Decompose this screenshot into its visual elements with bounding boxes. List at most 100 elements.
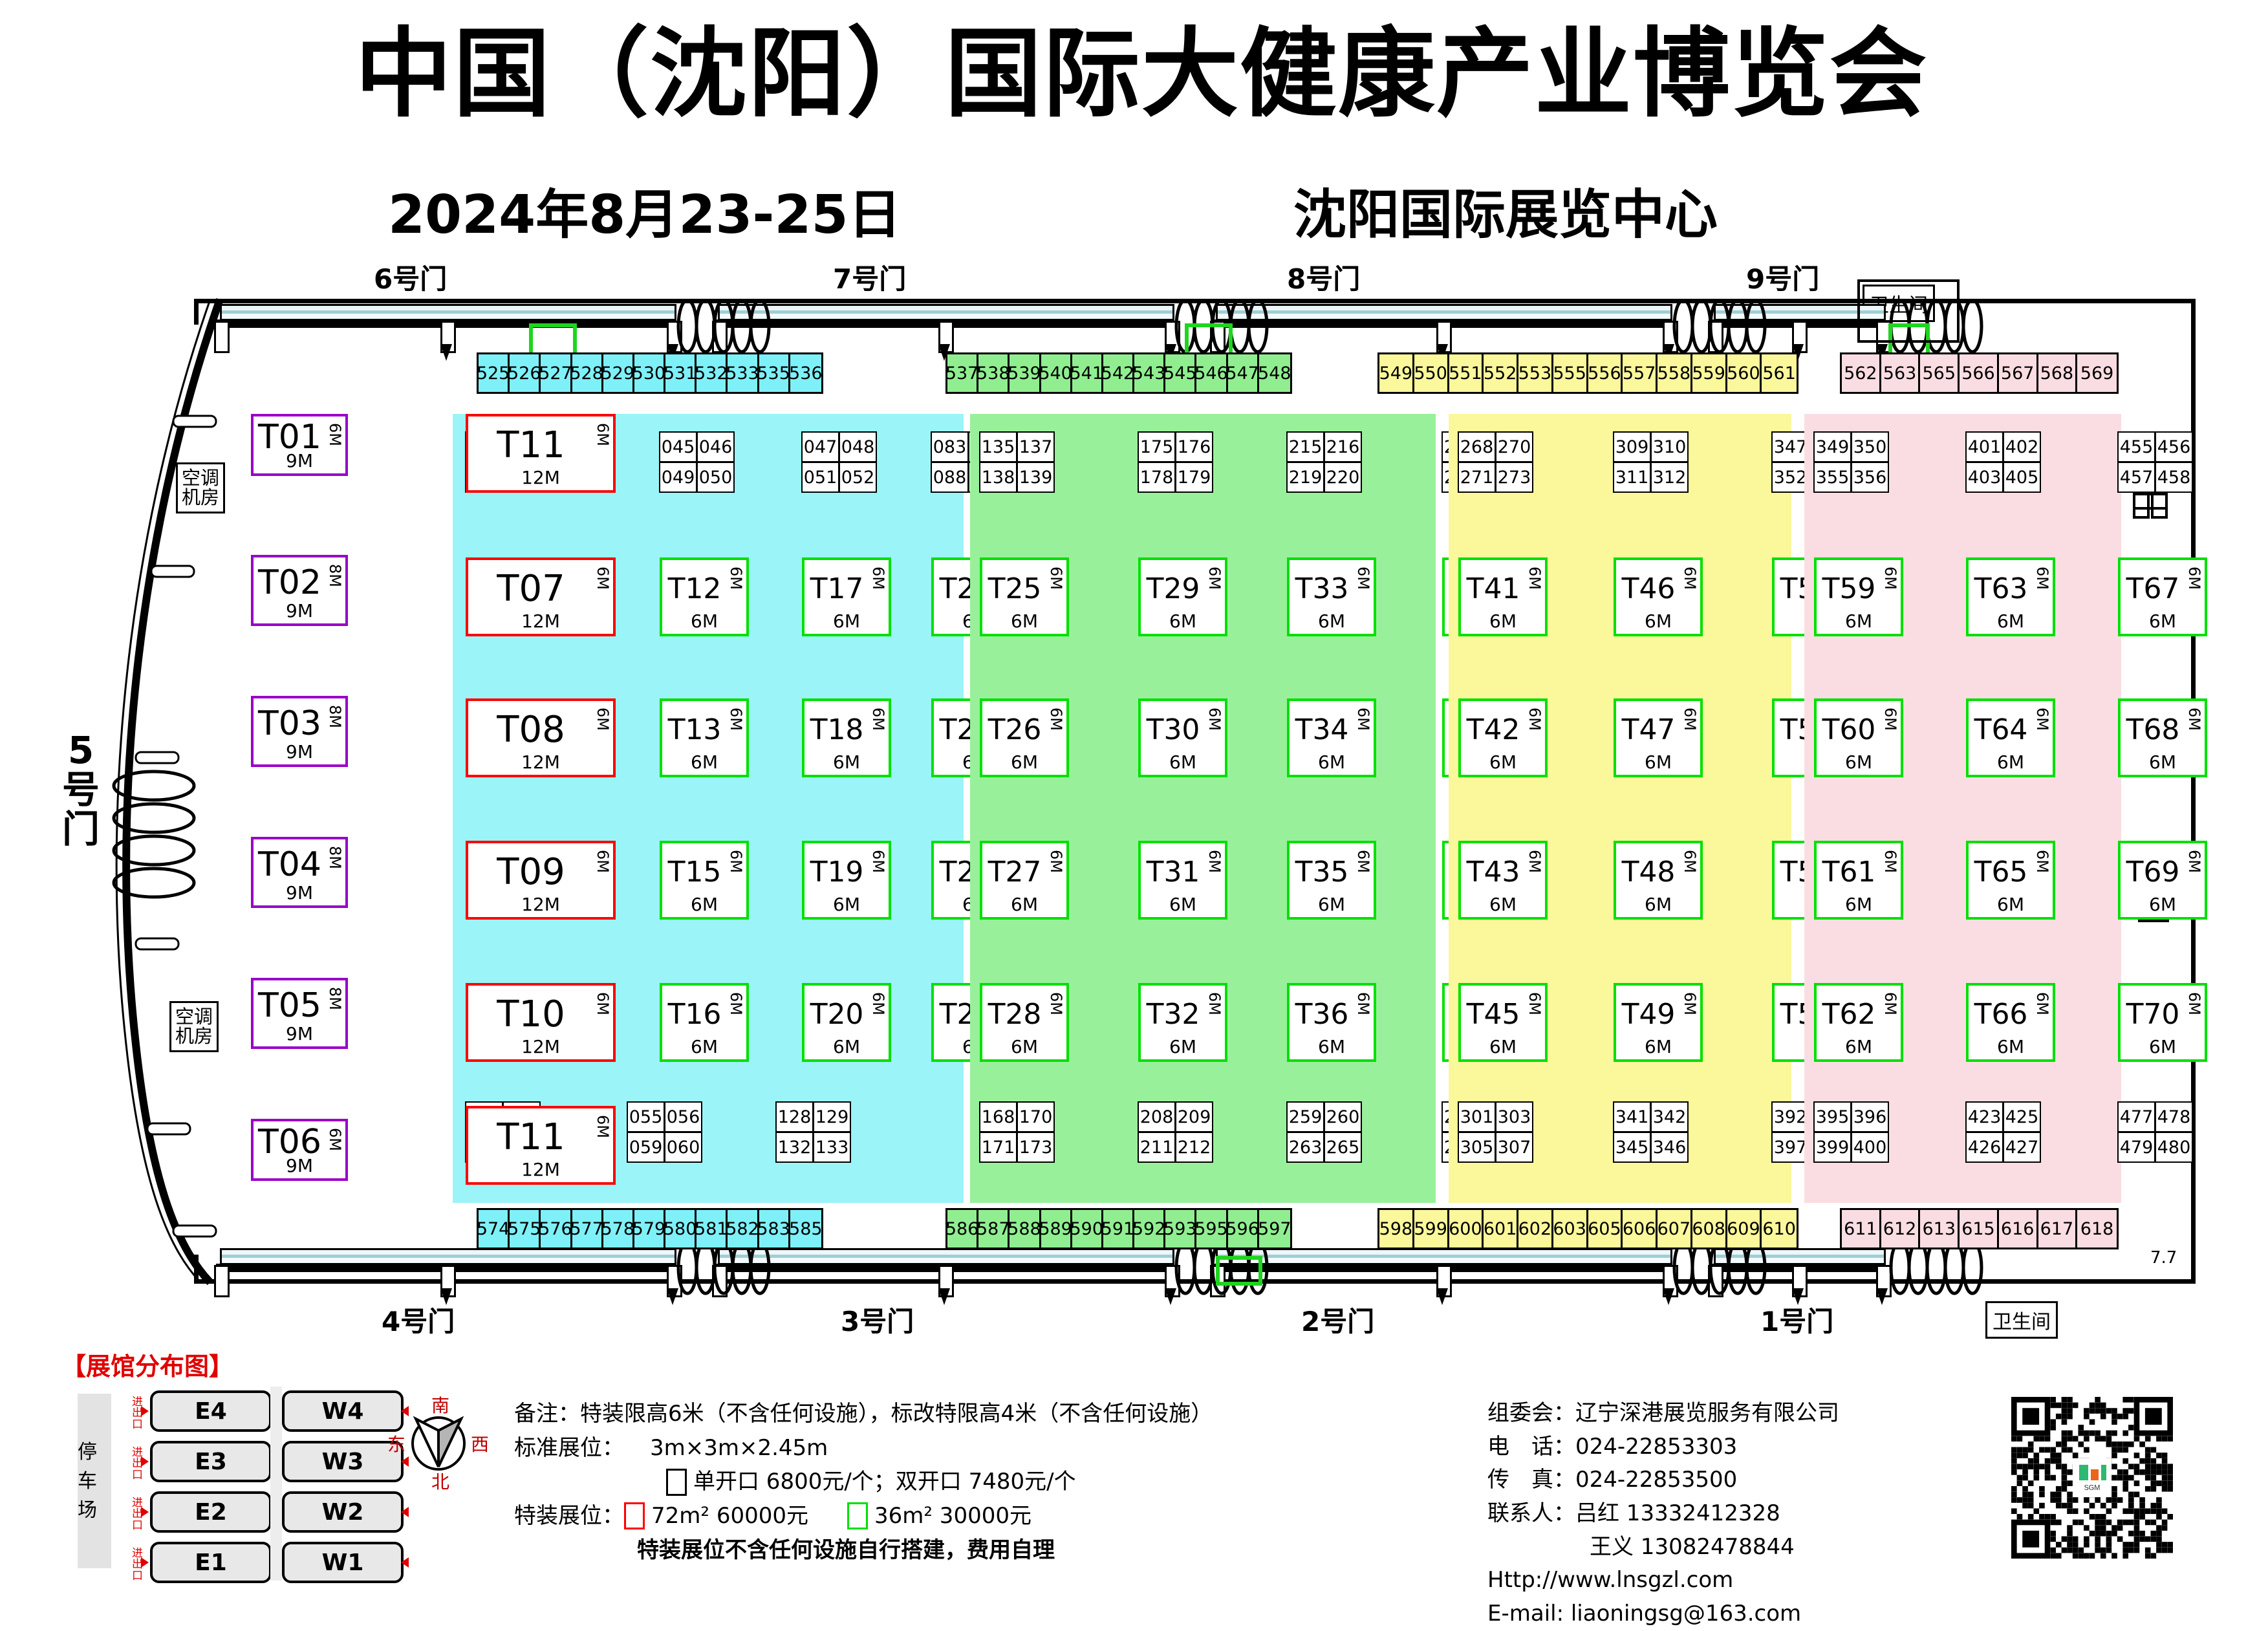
booth-number-cell[interactable]: 395 [1813, 1101, 1852, 1132]
booth-number-cell[interactable]: 170 [1017, 1101, 1055, 1132]
top-booth-cell[interactable]: 551 [1449, 354, 1484, 392]
left-booth-t03[interactable]: T03 8M 9M [251, 696, 348, 767]
booth-number-cell[interactable]: 208 [1138, 1101, 1176, 1132]
booth-number-cell[interactable]: 425 [2003, 1101, 2041, 1132]
booth-number-cell[interactable]: 396 [1851, 1101, 1889, 1132]
booth-number-cell[interactable]: 307 [1495, 1132, 1533, 1163]
booth-number-cell[interactable]: 478 [2155, 1101, 2193, 1132]
top-booth-cell[interactable]: 527 [539, 354, 572, 392]
bottom-booth-cell[interactable]: 605 [1588, 1210, 1623, 1248]
bottom-booth-cell[interactable]: 596 [1226, 1210, 1259, 1248]
booth-t63[interactable]: T63 6M 6M [1966, 557, 2055, 636]
booth-number-cell[interactable]: 301 [1458, 1101, 1496, 1132]
hall-block-w3[interactable]: W3 [282, 1441, 404, 1482]
top-booth-cell[interactable]: 556 [1588, 354, 1623, 392]
booth-number-cell[interactable]: 048 [839, 431, 877, 462]
booth-number-cell[interactable]: 341 [1613, 1101, 1651, 1132]
booth-t33[interactable]: T33 6M 6M [1287, 557, 1376, 636]
booth-t16[interactable]: T16 6M 6M [660, 983, 749, 1062]
booth-t32[interactable]: T32 6M 6M [1138, 983, 1227, 1062]
booth-number-cell[interactable]: 216 [1324, 431, 1362, 462]
booth-number-cell[interactable]: 129 [813, 1101, 851, 1132]
booth-number-cell[interactable]: 056 [664, 1101, 702, 1132]
top-booth-cell[interactable]: 526 [508, 354, 541, 392]
booth-number-cell[interactable]: 477 [2117, 1101, 2155, 1132]
bottom-booth-cell[interactable]: 607 [1658, 1210, 1692, 1248]
left-booth-t04[interactable]: T04 8M 9M [251, 837, 348, 908]
bottom-booth-cell[interactable]: 591 [1101, 1210, 1134, 1248]
booth-t19[interactable]: T19 6M 6M [802, 841, 891, 920]
booth-t66[interactable]: T66 6M 6M [1966, 983, 2055, 1062]
booth-number-cell[interactable]: 138 [979, 462, 1017, 493]
booth-t69[interactable]: T69 6M 6M [2118, 841, 2207, 920]
booth-t07[interactable]: T07 6M 12M [466, 557, 616, 636]
booth-number-cell[interactable]: 045 [659, 431, 697, 462]
booth-number-cell[interactable]: 083 [931, 431, 969, 462]
booth-t61[interactable]: T61 6M 6M [1814, 841, 1903, 920]
top-booth-cell[interactable]: 553 [1518, 354, 1553, 392]
booth-number-cell[interactable]: 399 [1813, 1132, 1852, 1163]
booth-number-cell[interactable]: 312 [1650, 462, 1689, 493]
left-booth-t02[interactable]: T02 8M 9M [251, 555, 348, 626]
booth-number-cell[interactable]: 457 [2117, 462, 2155, 493]
booth-t18[interactable]: T18 6M 6M [802, 698, 891, 777]
bottom-booth-cell[interactable]: 602 [1518, 1210, 1553, 1248]
booth-number-cell[interactable]: 176 [1175, 431, 1213, 462]
booth-t28[interactable]: T28 6M 6M [980, 983, 1069, 1062]
booth-number-cell[interactable]: 350 [1851, 431, 1889, 462]
booth-t34[interactable]: T34 6M 6M [1287, 698, 1376, 777]
booth-number-cell[interactable]: 178 [1138, 462, 1176, 493]
booth-t11[interactable]: T11 6M 12M [466, 414, 616, 493]
booth-number-cell[interactable]: 400 [1851, 1132, 1889, 1163]
top-booth-cell[interactable]: 533 [726, 354, 759, 392]
booth-number-cell[interactable]: 219 [1286, 462, 1324, 493]
top-booth-cell[interactable]: 566 [1960, 354, 1999, 392]
booth-number-cell[interactable]: 049 [659, 462, 697, 493]
booth-t65[interactable]: T65 6M 6M [1966, 841, 2055, 920]
bottom-booth-cell[interactable]: 610 [1762, 1210, 1797, 1248]
booth-number-cell[interactable]: 059 [627, 1132, 665, 1163]
booth-number-cell[interactable]: 479 [2117, 1132, 2155, 1163]
top-booth-cell[interactable]: 530 [632, 354, 665, 392]
top-booth-cell[interactable]: 528 [570, 354, 603, 392]
booth-number-cell[interactable]: 047 [801, 431, 839, 462]
booth-t60[interactable]: T60 6M 6M [1814, 698, 1903, 777]
booth-number-cell[interactable]: 273 [1495, 462, 1533, 493]
booth-number-cell[interactable]: 268 [1458, 431, 1496, 462]
bottom-booth-cell[interactable]: 577 [570, 1210, 603, 1248]
booth-number-cell[interactable]: 310 [1650, 431, 1689, 462]
booth-t08[interactable]: T08 6M 12M [466, 698, 616, 777]
bottom-booth-cell[interactable]: 606 [1623, 1210, 1658, 1248]
booth-number-cell[interactable]: 179 [1175, 462, 1213, 493]
top-booth-cell[interactable]: 532 [695, 354, 728, 392]
bottom-booth-cell[interactable]: 574 [477, 1210, 510, 1248]
booth-t30[interactable]: T30 6M 6M [1138, 698, 1227, 777]
booth-number-cell[interactable]: 259 [1286, 1101, 1324, 1132]
top-booth-cell[interactable]: 561 [1762, 354, 1797, 392]
top-booth-cell[interactable]: 552 [1484, 354, 1518, 392]
booth-number-cell[interactable]: 212 [1175, 1132, 1213, 1163]
top-booth-cell[interactable]: 550 [1414, 354, 1449, 392]
bottom-booth-cell[interactable]: 579 [632, 1210, 665, 1248]
booth-t48[interactable]: T48 6M 6M [1614, 841, 1703, 920]
contact-email[interactable]: E-mail: liaoningsg@163.com [1487, 1601, 1802, 1627]
top-booth-cell[interactable]: 548 [1258, 354, 1291, 392]
booth-number-cell[interactable]: 345 [1613, 1132, 1651, 1163]
booth-number-cell[interactable]: 220 [1324, 462, 1362, 493]
bottom-booth-cell[interactable]: 581 [695, 1210, 728, 1248]
booth-number-cell[interactable]: 088 [931, 462, 969, 493]
booth-number-cell[interactable]: 403 [1965, 462, 2003, 493]
hall-block-w4[interactable]: W4 [282, 1390, 404, 1432]
booth-number-cell[interactable]: 051 [801, 462, 839, 493]
top-booth-cell[interactable]: 560 [1727, 354, 1762, 392]
booth-t26[interactable]: T26 6M 6M [980, 698, 1069, 777]
booth-number-cell[interactable]: 347 [1771, 431, 1809, 462]
bottom-booth-cell[interactable]: 616 [1998, 1210, 2038, 1248]
booth-number-cell[interactable]: 060 [664, 1132, 702, 1163]
booth-number-cell[interactable]: 133 [813, 1132, 851, 1163]
booth-t10[interactable]: T10 6M 12M [466, 983, 616, 1062]
booth-number-cell[interactable]: 055 [627, 1101, 665, 1132]
bottom-booth-cell[interactable]: 576 [539, 1210, 572, 1248]
bottom-booth-cell[interactable]: 599 [1414, 1210, 1449, 1248]
booth-number-cell[interactable]: 260 [1324, 1101, 1362, 1132]
